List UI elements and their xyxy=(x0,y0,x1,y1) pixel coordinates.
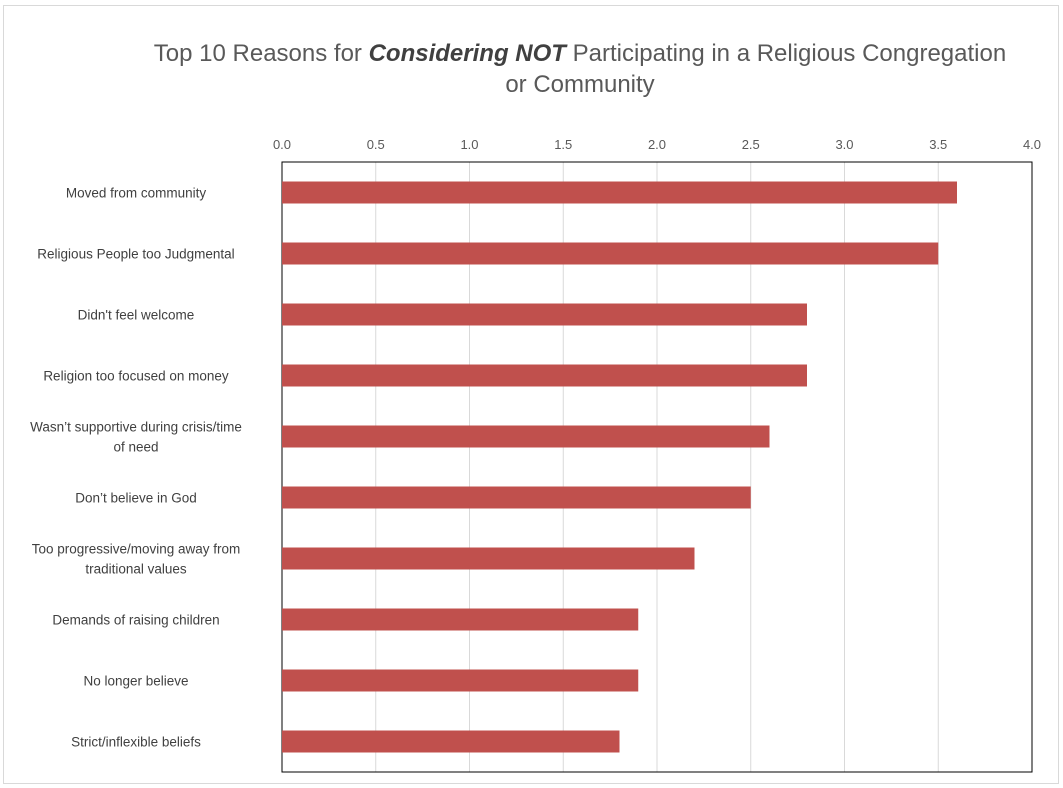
bar xyxy=(282,608,639,631)
bar xyxy=(282,303,807,326)
x-tick-label: 0.0 xyxy=(273,137,291,152)
bar xyxy=(282,486,751,509)
bar xyxy=(282,425,770,448)
category-label: Wasn’t supportive during crisis/time of n… xyxy=(30,420,242,455)
category-label: Religion too focused on money xyxy=(43,369,229,384)
category-label: Too progressive/moving away from traditio… xyxy=(32,542,241,577)
category-label: Strict/inflexible beliefs xyxy=(71,735,201,750)
title-suffix: Participating in a Religious Congregatio… xyxy=(565,40,1007,67)
x-tick-label: 4.0 xyxy=(1023,137,1041,152)
x-tick-label: 3.5 xyxy=(929,137,947,152)
category-label: No longer believe xyxy=(83,674,188,689)
chart-title: Top 10 Reasons for Considering NOT Parti… xyxy=(130,38,1030,100)
chart-frame xyxy=(3,5,1059,784)
bar xyxy=(282,242,939,265)
bar xyxy=(282,181,957,204)
x-tick-label: 0.5 xyxy=(367,137,385,152)
category-label: Moved from community xyxy=(66,186,207,201)
title-prefix: Top 10 Reasons for xyxy=(153,40,369,67)
category-label: Don’t believe in God xyxy=(75,491,197,506)
bar xyxy=(282,669,639,692)
bar xyxy=(282,730,620,753)
bar xyxy=(282,547,695,570)
title-emphasis: Considering NOT xyxy=(368,40,566,67)
x-tick-label: 2.0 xyxy=(648,137,666,152)
category-label: Religious People too Judgmental xyxy=(37,247,234,262)
x-tick-label: 1.5 xyxy=(554,137,572,152)
bar xyxy=(282,364,807,387)
x-tick-label: 3.0 xyxy=(835,137,853,152)
x-tick-label: 2.5 xyxy=(742,137,760,152)
x-tick-label: 1.0 xyxy=(460,137,478,152)
plot-area-border xyxy=(281,161,1033,773)
category-label: Didn't feel welcome xyxy=(78,308,195,323)
title-line2: or Community xyxy=(505,71,655,98)
category-label: Demands of raising children xyxy=(52,613,219,628)
